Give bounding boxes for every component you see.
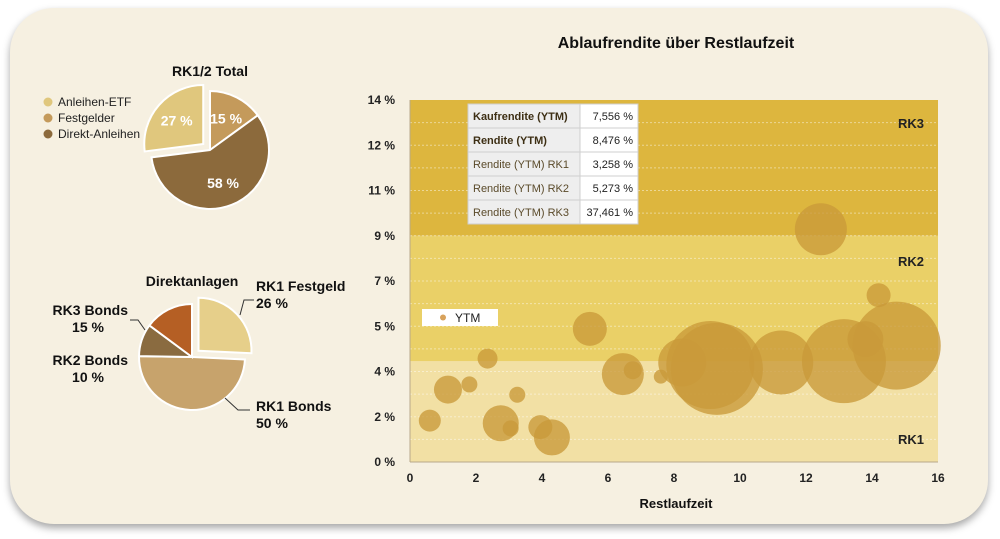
- bubble-22: [852, 301, 941, 390]
- pie1-legend-label-anleihen-etf: Anleihen-ETF: [58, 95, 131, 109]
- y-tick-label: 5 %: [374, 319, 395, 333]
- pie2-callout-value-rk1-bonds: 50 %: [256, 415, 288, 431]
- pie2-callout-value-rk3-bonds: 15 %: [72, 319, 104, 335]
- y-tick-label: 2 %: [374, 410, 395, 424]
- x-axis-title: Restlaufzeit: [640, 496, 714, 511]
- y-tick-label: 14 %: [368, 93, 396, 107]
- y-tick-label: 11 %: [368, 184, 395, 198]
- x-tick-label: 12: [799, 471, 813, 485]
- legend-box: [422, 309, 498, 326]
- pie1-title: RK1/2 Total: [172, 63, 248, 79]
- x-tick-label: 14: [865, 471, 879, 485]
- pie2-callout-name-rk2-bonds: RK2 Bonds: [53, 352, 129, 368]
- pie2-slices: [137, 296, 253, 411]
- y-tick-label: 9 %: [374, 229, 395, 243]
- zone-label-rk3: RK3: [898, 116, 924, 131]
- bubbles: [418, 203, 941, 456]
- pie1-chart: RK1/2 Total Anleihen-ETF Festgelder Direkt…: [43, 63, 270, 210]
- dashboard-panel: RK1/2 Total Anleihen-ETF Festgelder Direkt…: [10, 8, 988, 524]
- pie1-legend-marker-festgelder: [43, 113, 53, 123]
- table-label-cell: [467, 175, 581, 201]
- x-tick-label: 10: [733, 471, 747, 485]
- dashboard-svg: RK1/2 Total Anleihen-ETF Festgelder Direkt…: [43, 35, 945, 511]
- pie2-callout-line-rk1-bonds: [224, 397, 250, 411]
- bubble-chart-title: Ablaufrendite über Restlaufzeit: [558, 35, 795, 52]
- x-tick-label: 2: [473, 471, 480, 485]
- table-label-cell: [467, 127, 581, 153]
- y-tick-label: 7 %: [374, 274, 395, 288]
- x-tick-label: 8: [671, 471, 678, 485]
- table-row-value: 3,258 %: [593, 159, 634, 171]
- pie2-title: Direktanlagen: [146, 273, 239, 289]
- table-row-label: Rendite (YTM) RK2: [473, 183, 569, 195]
- bubble-1: [418, 409, 441, 432]
- pie2-callout-name-rk1-festgeld: RK1 Festgeld: [256, 278, 345, 294]
- bubble-18: [794, 203, 847, 256]
- pie1-slice-direkt-anleihen: [150, 113, 270, 210]
- bubble-16: [670, 322, 763, 415]
- x-tick-label: 0: [407, 471, 414, 485]
- pie1-legend-marker-anleihen-etf: [43, 97, 53, 107]
- pie2-callout-value-rk1-festgeld: 26 %: [256, 295, 288, 311]
- pie2-slice-rk3-bonds: [148, 302, 193, 359]
- pie1-slice-label-direkt-anleihen: 58 %: [207, 175, 239, 191]
- table-value-cell: [579, 199, 639, 225]
- pie1-slice-festgelder: [209, 89, 260, 152]
- legend-label: YTM: [455, 311, 480, 325]
- pie2-slice-rk1-festgeld: [197, 296, 253, 355]
- pie1-slice-label-festgelder: 15 %: [210, 110, 242, 126]
- table-value-cell: [579, 175, 639, 201]
- pie1-slices: 15 % 58 % 27 %: [143, 84, 270, 210]
- bubble-2: [433, 375, 462, 404]
- pie2-callout-line-rk1-festgeld: [239, 299, 254, 316]
- legend-marker: [440, 314, 446, 321]
- bubble-17: [749, 330, 814, 395]
- bubble-legend: YTM: [422, 309, 498, 326]
- bubble-chart: Ablaufrendite über Restlaufzeit 0 % 2 % 4 …: [368, 35, 945, 511]
- pie2-callout-name-rk1-bonds: RK1 Bonds: [256, 398, 332, 414]
- table-row-value: 37,461 %: [587, 207, 634, 219]
- bubble-3: [461, 376, 478, 393]
- bubble-10: [572, 311, 607, 346]
- y-tick-label: 0 %: [374, 455, 395, 469]
- table-row-label: Rendite (YTM): [473, 135, 547, 147]
- bubble-21: [866, 283, 891, 308]
- pie2-callout-line-rk3-bonds: [130, 319, 146, 331]
- x-tick-label: 16: [931, 471, 945, 485]
- table-row-label: Rendite (YTM) RK3: [473, 207, 569, 219]
- table-label-cell: [467, 151, 581, 177]
- x-tick-label: 6: [605, 471, 612, 485]
- table-row-value: 5,273 %: [593, 183, 634, 195]
- zone-label-rk2: RK2: [898, 254, 924, 269]
- y-tick-label: 4 %: [374, 365, 395, 379]
- pie2-callout-value-rk2-bonds: 10 %: [72, 369, 104, 385]
- pie1-slice-label-anleihen-etf: 27 %: [161, 113, 193, 129]
- bubble-12: [623, 361, 642, 380]
- pie2-callout-name-rk3-bonds: RK3 Bonds: [53, 302, 129, 318]
- table-value-cell: [579, 103, 639, 129]
- axes: 0 % 2 % 4 % 5 % 7 % 9 % 11 % 12 % 14 % 0 2 4 6 8 10 12 1…: [368, 93, 945, 485]
- pie1-legend-marker-direkt-anleihen: [43, 129, 53, 139]
- pie1-legend: Anleihen-ETF Festgelder Direkt-Anleihen: [43, 95, 140, 141]
- bubble-6: [502, 420, 519, 437]
- table-row-label: Rendite (YTM) RK1: [473, 159, 569, 171]
- stats-table: Kaufrendite (YTM) 7,556 % Rendite (YTM) 8,4…: [467, 103, 639, 225]
- table-row-label: Kaufrendite (YTM): [473, 111, 568, 123]
- y-tick-label: 12 %: [368, 138, 396, 152]
- pie1-slice-anleihen-etf: [143, 84, 205, 153]
- table-value-cell: [579, 151, 639, 177]
- pie1-legend-label-festgelder: Festgelder: [58, 111, 115, 125]
- zone-label-rk1: RK1: [898, 432, 924, 447]
- pie2-slice-rk1-bonds: [138, 355, 246, 411]
- bubble-4: [477, 348, 498, 369]
- table-row-value: 7,556 %: [593, 111, 634, 123]
- bubble-7: [509, 386, 526, 403]
- bubble-9: [533, 419, 570, 456]
- x-tick-label: 4: [539, 471, 546, 485]
- table-row-value: 8,476 %: [593, 135, 634, 147]
- pie1-legend-label-direkt-anleihen: Direkt-Anleihen: [58, 127, 140, 141]
- zone-labels: RK1 RK2 RK3: [898, 116, 924, 447]
